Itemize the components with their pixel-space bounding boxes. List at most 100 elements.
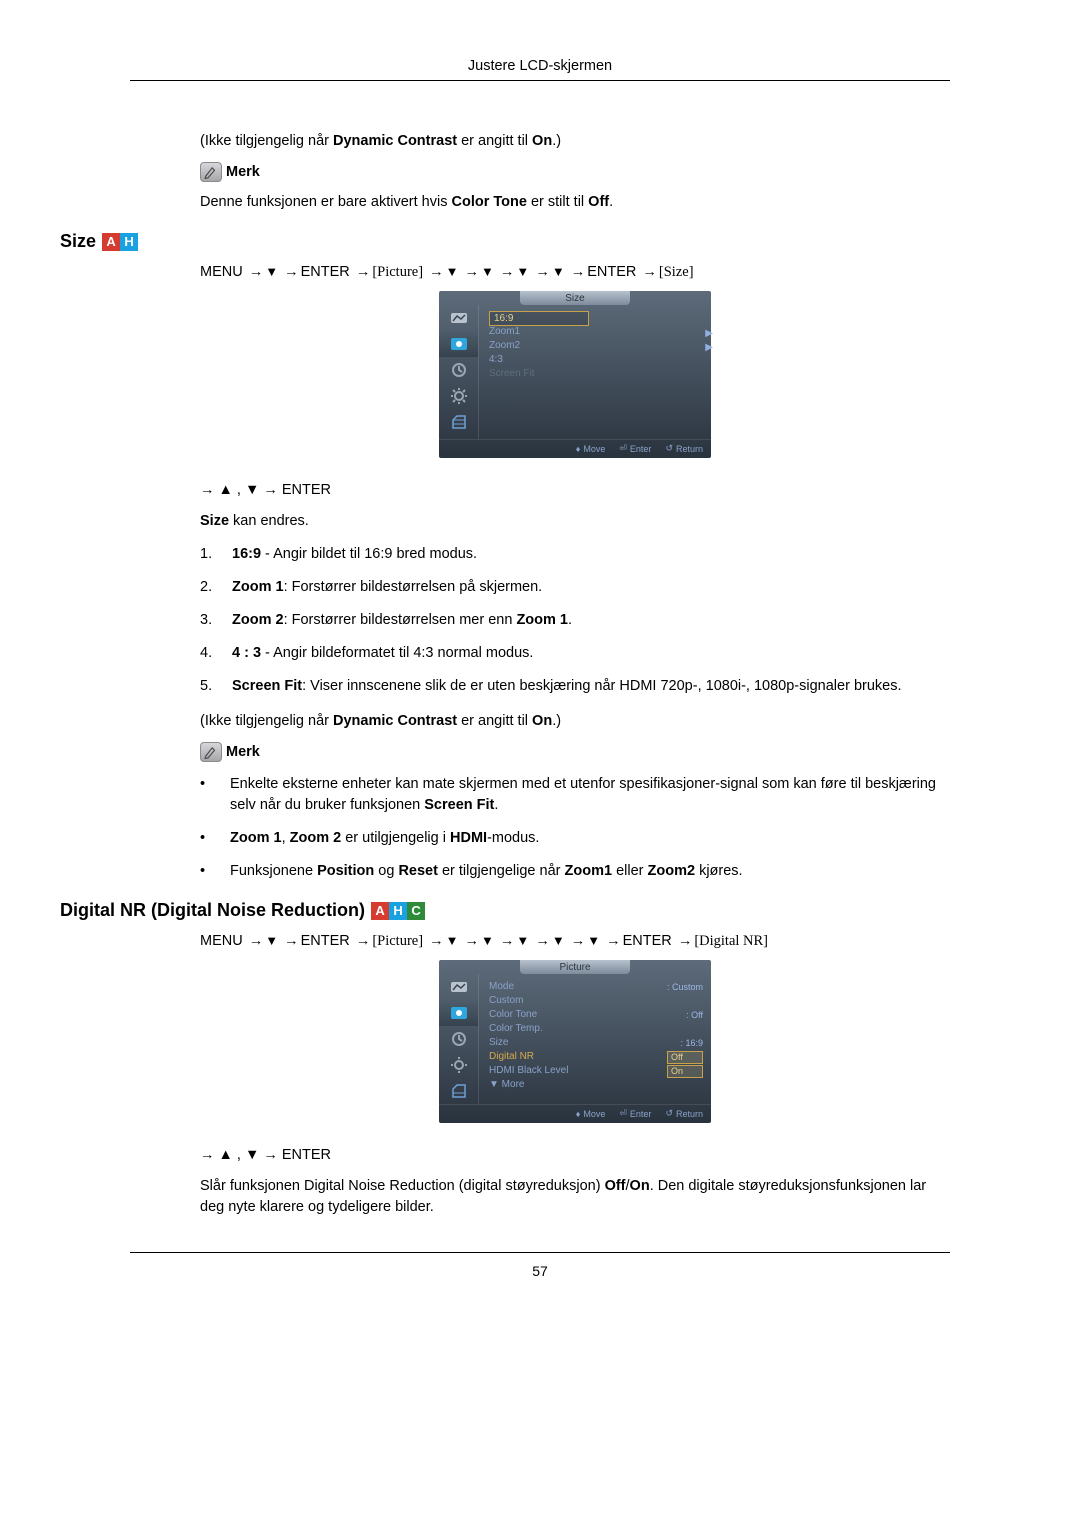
- size-notes-list: •Enkelte eksterne enheter kan mate skjer…: [200, 774, 950, 882]
- bold: Zoom1: [565, 863, 613, 879]
- osd-side-icon: [439, 357, 478, 383]
- nav-dnr: [Digital NR]: [694, 933, 768, 949]
- return-icon: ↺: [665, 443, 673, 454]
- size-title-text: Size: [60, 231, 96, 252]
- list-item: 1.16:9 - Angir bildet til 16:9 bred modu…: [200, 544, 950, 565]
- text: kan endres.: [229, 513, 309, 529]
- text: .: [494, 797, 498, 813]
- text: Move: [583, 1109, 605, 1119]
- note-icon: [200, 162, 222, 182]
- list-item: 2.Zoom 1: Forstørrer bildestørrelsen på …: [200, 577, 950, 598]
- osd-row-value: On: [667, 1065, 703, 1078]
- osd-row-value: Off: [667, 1051, 703, 1064]
- note-label: Merk: [226, 744, 260, 760]
- list-bold: Zoom 1: [516, 612, 568, 628]
- bold: Screen Fit: [424, 797, 494, 813]
- osd-side-icon: [439, 331, 478, 357]
- list-num: 3.: [200, 610, 218, 631]
- size-section-title: Size A H: [60, 231, 950, 252]
- nav-size: [Size]: [659, 264, 694, 280]
- osd-tab: Picture: [520, 960, 630, 974]
- osd-row-label: Mode: [489, 980, 514, 994]
- osd-footer-return: ↺Return: [665, 443, 703, 454]
- osd-sidebar: [439, 305, 479, 439]
- nav-enter: ENTER: [587, 264, 636, 280]
- on-label: On: [532, 133, 552, 149]
- osd-side-icon: [439, 383, 478, 409]
- osd-sidebar: [439, 974, 479, 1104]
- osd-footer-move: ♦Move: [576, 443, 606, 454]
- off-label: Off: [605, 1178, 626, 1194]
- dnr-description: Slår funksjonen Digital Noise Reduction …: [200, 1176, 950, 1218]
- list-item: 4.4 : 3 - Angir bildeformatet til 4:3 no…: [200, 643, 950, 664]
- size-after-nav: → ▲ , ▼ → ENTER: [200, 480, 950, 501]
- text: Funksjonene: [230, 863, 317, 879]
- color-tone-label: Color Tone: [451, 194, 526, 210]
- osd-item: Zoom1▶: [489, 325, 703, 339]
- not-available-line: (Ikke tilgjengelig når Dynamic Contrast …: [200, 131, 950, 152]
- enter-icon: ⏎: [619, 443, 627, 454]
- osd-item-selected: 16:9: [489, 311, 589, 326]
- osd-footer: ♦Move ⏎Enter ↺Return: [439, 1104, 711, 1123]
- osd-row-label: Size: [489, 1036, 508, 1050]
- note-label: Merk: [226, 164, 260, 180]
- dnr-after-nav: → ▲ , ▼ → ENTER: [200, 1145, 950, 1166]
- list-item: 5.Screen Fit: Viser innscenene slik de e…: [200, 676, 950, 697]
- bold: Zoom2: [648, 863, 696, 879]
- list-bold: Screen Fit: [232, 678, 302, 694]
- list-item: •Zoom 1, Zoom 2 er utilgjengelig i HDMI-…: [200, 828, 950, 849]
- osd-footer-move: ♦Move: [576, 1108, 606, 1119]
- text: er stilt til: [527, 194, 588, 210]
- bold: HDMI: [450, 830, 487, 846]
- page-footer: 57: [130, 1252, 950, 1279]
- osd-row: Size: 16:9: [489, 1036, 703, 1050]
- text: .): [552, 133, 561, 149]
- list-item: •Enkelte eksterne enheter kan mate skjer…: [200, 774, 950, 816]
- osd-footer-enter: ⏎Enter: [619, 1108, 651, 1119]
- note-icon: [200, 742, 222, 762]
- osd-side-icon: [439, 1000, 478, 1026]
- text: Enter: [630, 444, 652, 454]
- osd-row: Color Tone: Off: [489, 1008, 703, 1022]
- osd-row-label: Color Temp.: [489, 1022, 543, 1036]
- text: Slår funksjonen Digital Noise Reduction …: [200, 1178, 605, 1194]
- text: er utilgjengelig i: [341, 830, 450, 846]
- text: -modus.: [487, 830, 539, 846]
- text: og: [374, 863, 398, 879]
- move-icon: ♦: [576, 444, 581, 454]
- text: (Ikke tilgjengelig når: [200, 133, 333, 149]
- list-bold: 4 : 3: [232, 645, 261, 661]
- text: - Angir bildet til 16:9 bred modus.: [261, 546, 477, 562]
- bold: Zoom 1: [230, 830, 282, 846]
- enter-icon: ⏎: [619, 1108, 627, 1119]
- osd-footer-return: ↺Return: [665, 1108, 703, 1119]
- return-icon: ↺: [665, 1108, 673, 1119]
- bold: Zoom 2: [290, 830, 342, 846]
- move-icon: ♦: [576, 1109, 581, 1119]
- osd-row-label: Custom: [489, 994, 523, 1008]
- dnr-title-text: Digital NR (Digital Noise Reduction): [60, 900, 365, 921]
- osd-item: 4:3: [489, 353, 703, 367]
- text: Enkelte eksterne enheter kan mate skjerm…: [230, 776, 936, 813]
- badge-a: A: [371, 902, 389, 920]
- osd-row: Digital NROff: [489, 1050, 703, 1064]
- text: er angitt til: [457, 713, 532, 729]
- osd-side-icon: [439, 409, 478, 435]
- off-label: Off: [588, 194, 609, 210]
- osd-item-label: Zoom2: [489, 339, 520, 353]
- nav-enter: ENTER: [301, 264, 350, 280]
- size-nav-path: MENU →▼ →ENTER →[Picture] →▼ →▼ →▼ →▼ →E…: [200, 264, 950, 281]
- list-num: 4.: [200, 643, 218, 664]
- text: er angitt til: [457, 133, 532, 149]
- text: : Forstørrer bildestørrelsen mer enn: [284, 612, 517, 628]
- bold: Reset: [398, 863, 438, 879]
- chevron-right-icon: ▶: [705, 327, 713, 341]
- text: Denne funksjonen er bare aktivert hvis: [200, 194, 451, 210]
- text: Move: [583, 444, 605, 454]
- size-options-list: 1.16:9 - Angir bildet til 16:9 bred modu…: [200, 544, 950, 697]
- list-bold: Zoom 1: [232, 579, 284, 595]
- dynamic-contrast-label: Dynamic Contrast: [333, 133, 457, 149]
- text: : Forstørrer bildestørrelsen på skjermen…: [284, 579, 543, 595]
- osd-item: Zoom2▶: [489, 339, 703, 353]
- dnr-osd: Picture Mode: CustomCustomColor Tone: Of…: [439, 960, 711, 1123]
